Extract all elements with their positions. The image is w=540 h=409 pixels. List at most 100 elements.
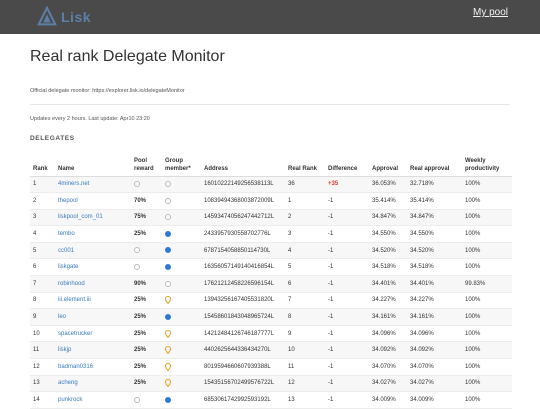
difference-cell: -1 [325,375,369,393]
weekly-productivity-cell: 100% [462,341,512,360]
pool-reward-cell: 75% [131,209,162,227]
table-row: 13 acheng 25% 15435156702499576722L 12 -1 34.0… [30,375,512,393]
real-rank-cell: 5 [285,258,325,277]
delegate-name-link[interactable]: punkrock [58,397,83,404]
difference-cell: -1 [325,391,369,409]
group-member-cell [162,176,201,194]
approval-cell: 34.009% [369,391,407,409]
table-row: 12 badman0316 25% 8019594660607939388L 11 -1 3… [30,358,512,376]
real-rank-cell: 6 [285,275,325,293]
table-row: 14 punkrock 6853061742992593192L 13 -1 34.009… [30,391,512,409]
table-row: 10 spacetrucker 25% 14212484126746187777L 9-… [30,325,512,343]
pool-reward-cell [131,258,162,277]
my-pool-link[interactable]: My pool [472,7,508,18]
rank-cell: 10 [30,325,55,343]
weekly-productivity-cell: 100% [462,358,512,376]
address-cell: 2433957930558702776L [201,225,285,243]
map-pin-icon [165,379,171,388]
pool-reward-cell: 25% [131,325,162,343]
real-rank-cell: 10 [285,341,325,360]
address-cell: 10839494368003872009L [201,192,285,210]
weekly-productivity-cell: 100% [462,258,512,277]
table-row: 4 tembo 25% 2433957930558702776L 3 -1 34.550% 3… [30,225,512,243]
difference-cell: -1 [325,209,369,227]
table-row: 8 iii.element.iii 25% 13943256167405531820L… [30,292,512,310]
approval-cell: 34.520% [369,242,407,260]
weekly-productivity-cell: 100% [462,375,512,393]
difference-cell: -1 [325,325,369,343]
title-divider [30,104,510,105]
top-navbar: Lisk My pool [0,0,540,34]
pool-reward-cell: 25% [131,341,162,360]
delegate-name-link[interactable]: badman0316 [58,363,94,370]
header-name[interactable]: Name [55,147,131,177]
delegate-name-link[interactable]: leo [58,314,67,321]
empty-circle-icon [165,181,171,187]
approval-cell: 34.027% [369,375,407,393]
delegate-name-link[interactable]: 4miners.net [58,181,90,188]
approval-cell: 35.414% [369,192,407,210]
name-cell: acheng [55,375,131,393]
pool-reward-cell: 25% [131,375,162,393]
update-info-text: Updates every 2 hours. Last update: Apr1… [30,116,150,122]
group-member-cell [162,275,201,293]
name-cell: liskpool_com_01 [55,209,131,227]
group-member-cell [162,358,201,376]
real-approval-cell: 34.027% [407,375,462,393]
delegate-name-link[interactable]: acheng [58,380,78,387]
delegate-name-link[interactable]: robinhood [58,280,85,287]
header-real-approval[interactable]: Real approval [407,147,462,177]
rank-cell: 7 [30,275,55,293]
real-rank-cell: 3 [285,225,325,243]
delegate-name-link[interactable]: tembo [58,231,75,238]
lisk-logo-icon [37,6,57,26]
real-approval-cell: 34.550% [407,225,462,243]
pool-reward-cell [131,176,162,194]
header-group-member[interactable]: Group member* [162,147,201,177]
weekly-productivity-cell: 100% [462,292,512,310]
real-approval-cell: 34.070% [407,358,462,376]
header-rank[interactable]: Rank [30,147,55,177]
approval-cell: 34.550% [369,225,407,243]
header-difference[interactable]: Difference [325,147,369,177]
weekly-productivity-cell: 99.83% [462,275,512,293]
header-pool-reward[interactable]: Pool reward [131,147,162,177]
approval-cell: 36.053% [369,176,407,194]
delegate-name-link[interactable]: liskgate [58,264,79,271]
lisk-logo[interactable]: Lisk [36,5,91,29]
delegate-name-link[interactable]: iii.element.iii [58,297,91,304]
approval-cell: 34.847% [369,209,407,227]
header-approval[interactable]: Approval [369,147,407,177]
header-real-rank[interactable]: Real Rank [285,147,325,177]
delegate-name-link[interactable]: cc001 [58,247,75,254]
pool-reward-cell [131,391,162,409]
approval-cell: 34.227% [369,292,407,310]
map-pin-icon [165,296,171,305]
approval-cell: 34.070% [369,358,407,376]
difference-cell: -1 [325,192,369,210]
real-rank-cell: 12 [285,375,325,393]
real-approval-cell: 34.227% [407,292,462,310]
filled-circle-icon [165,247,171,254]
name-cell: liskgate [55,258,131,277]
header-weekly-productivity[interactable]: Weekly productivity [462,147,512,177]
empty-circle-icon [165,214,171,221]
address-cell: 15435156702499576722L [201,375,285,393]
rank-cell: 8 [30,292,55,310]
difference-cell: -1 [325,242,369,260]
delegate-name-link[interactable]: liskjp [58,347,72,354]
approval-cell: 34.096% [369,325,407,343]
map-pin-icon [165,362,171,371]
delegate-name-link[interactable]: spacetrucker [58,330,93,337]
rank-cell: 13 [30,375,55,393]
address-cell: 6787154058850114730L [201,242,285,260]
map-pin-icon [165,346,171,355]
table-row: 6 liskgate 16356057149140416854L 5 -1 34.518%… [30,258,512,277]
header-address[interactable]: Address [201,147,285,177]
group-member-cell [162,242,201,260]
delegate-name-link[interactable]: thepool [58,197,78,204]
group-member-cell [162,225,201,243]
group-member-cell [162,325,201,343]
delegate-name-link[interactable]: liskpool_com_01 [58,214,103,221]
pool-reward-cell: 70% [131,192,162,210]
